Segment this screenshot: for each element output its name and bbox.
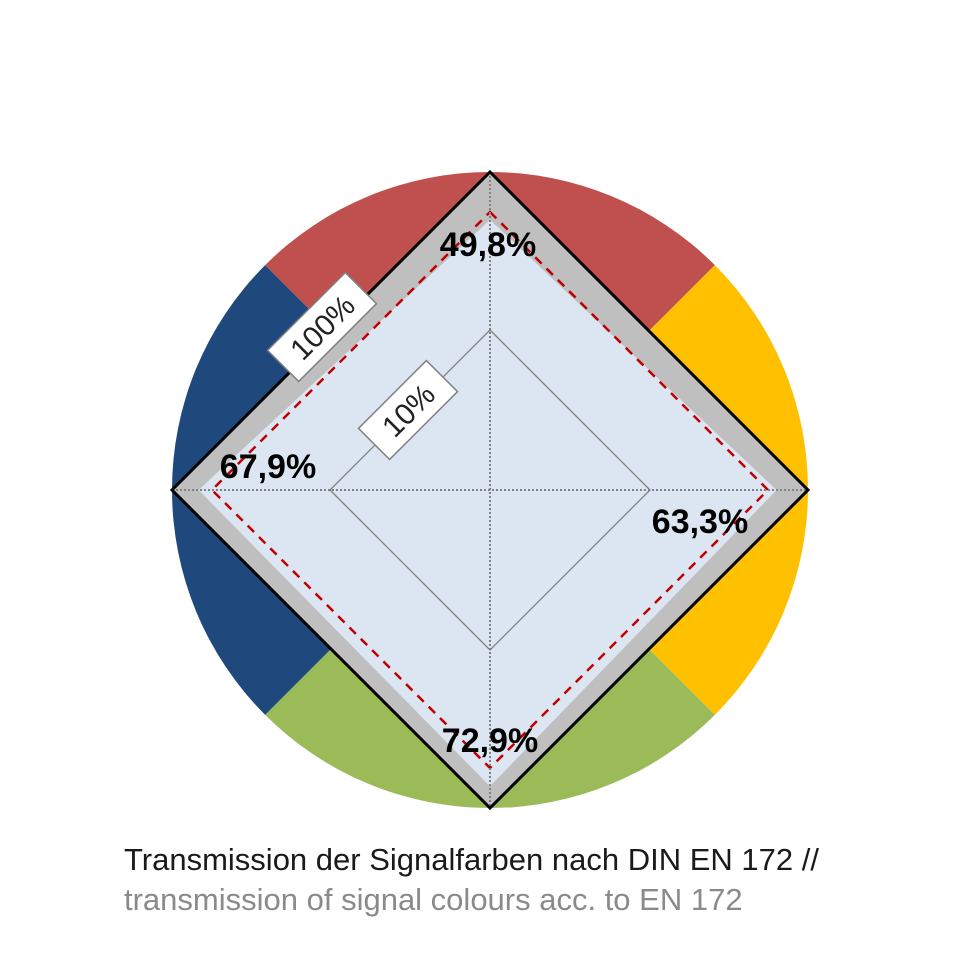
value-label-yellow: 63,3%	[652, 503, 748, 541]
caption: Transmission der Signalfarben nach DIN E…	[124, 840, 819, 920]
value-label-red: 49,8%	[440, 226, 536, 264]
caption-english: transmission of signal colours acc. to E…	[124, 882, 743, 917]
caption-german: Transmission der Signalfarben nach DIN E…	[124, 842, 819, 877]
axis-lines	[172, 172, 808, 808]
value-label-blue: 67,9%	[220, 448, 316, 486]
data-area	[198, 219, 777, 787]
outer-outline	[169, 169, 811, 811]
value-label-green: 72,9%	[442, 722, 538, 760]
